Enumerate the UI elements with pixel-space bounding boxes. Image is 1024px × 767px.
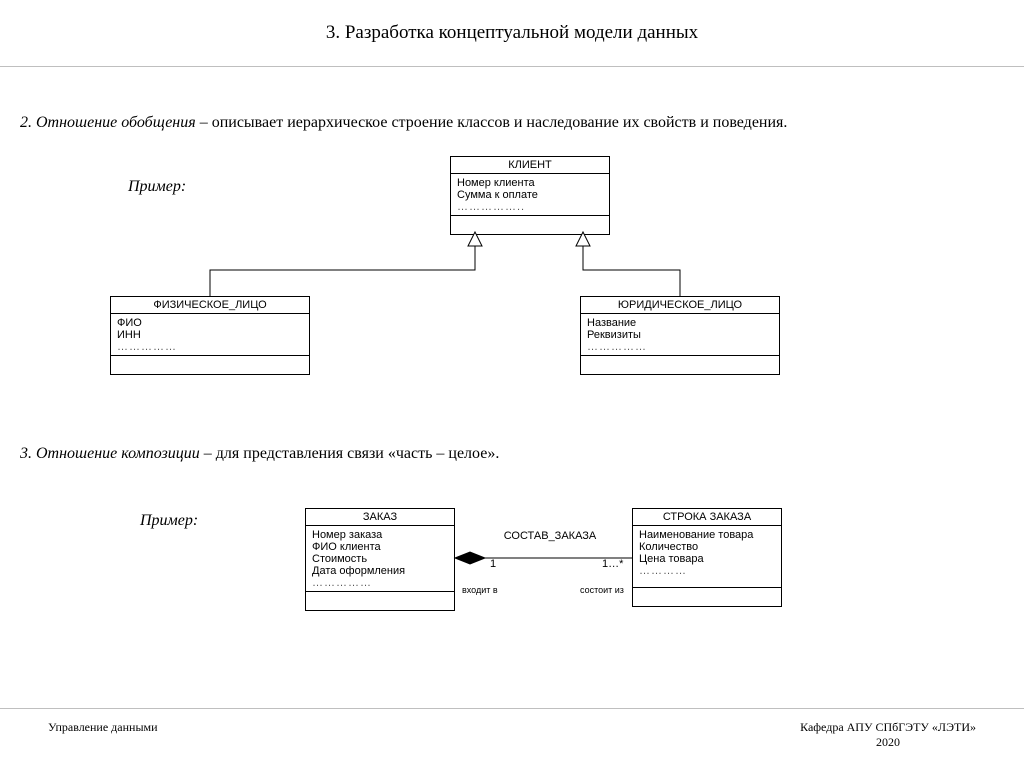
page-title: 3. Разработка концептуальной модели данн… [0,0,1024,44]
section2-rest: – описывает иерархическое строение класс… [196,114,788,131]
uml-attr: Наименование товара [639,529,775,541]
uml-dots: …………… [312,577,448,589]
example-label-1: Пример: [128,178,186,196]
uml-dots: …………….. [457,201,603,213]
example-label-2: Пример: [140,512,198,530]
uml-dots: …………… [117,341,303,353]
uml-attr: Цена товара [639,553,775,565]
uml-class-order-title: ЗАКАЗ [306,509,454,526]
uml-class-orderline: СТРОКА ЗАКАЗА Наименование товара Количе… [632,508,782,607]
uml-attr: Дата оформления [312,565,448,577]
uml-class-legal-attrs: Название Реквизиты …………… [581,314,779,356]
uml-class-client: КЛИЕНТ Номер клиента Сумма к оплате …………… [450,156,610,235]
uml-attr: Название [587,317,773,329]
uml-dots: …………… [587,341,773,353]
uml-class-physical-attrs: ФИО ИНН …………… [111,314,309,356]
uml-class-client-attrs: Номер клиента Сумма к оплате …………….. [451,174,609,216]
uml-attr: ФИО [117,317,303,329]
uml-class-physical: ФИЗИЧЕСКОЕ_ЛИЦО ФИО ИНН …………… [110,296,310,375]
footer-dept: Кафедра АПУ СПбГЭТУ «ЛЭТИ» [800,720,976,735]
uml-attr: Количество [639,541,775,553]
uml-class-order: ЗАКАЗ Номер заказа ФИО клиента Стоимость… [305,508,455,611]
uml-attr: ИНН [117,329,303,341]
uml-class-order-attrs: Номер заказа ФИО клиента Стоимость Дата … [306,526,454,592]
divider-bottom [0,708,1024,709]
footer-year: 2020 [800,735,976,750]
uml-class-client-ops [451,216,609,234]
uml-class-orderline-title: СТРОКА ЗАКАЗА [633,509,781,526]
uml-class-physical-title: ФИЗИЧЕСКОЕ_ЛИЦО [111,297,309,314]
uml-class-legal-title: ЮРИДИЧЕСКОЕ_ЛИЦО [581,297,779,314]
uml-attr: Стоимость [312,553,448,565]
section3-paragraph: 3. Отношение композиции – для представле… [20,443,1004,465]
uml-class-physical-ops [111,356,309,374]
footer-left: Управление данными [48,720,158,735]
uml-attr: Номер заказа [312,529,448,541]
multiplicity-right: 1…* [602,558,623,570]
uml-class-orderline-ops [633,588,781,606]
section2-paragraph: 2. Отношение обобщения – описывает иерар… [20,112,1004,134]
uml-attr: Номер клиента [457,177,603,189]
divider-top [0,66,1024,67]
role-left: входит в [462,585,498,595]
section3-label: 3. Отношение композиции [20,445,200,462]
role-right: состоит из [580,585,624,595]
uml-class-legal-ops [581,356,779,374]
multiplicity-left: 1 [490,558,496,570]
association-name: СОСТАВ_ЗАКАЗА [500,530,600,542]
uml-class-order-ops [306,592,454,610]
section3-rest: – для представления связи «часть – целое… [200,445,500,462]
uml-attr: Реквизиты [587,329,773,341]
uml-class-legal: ЮРИДИЧЕСКОЕ_ЛИЦО Название Реквизиты …………… [580,296,780,375]
uml-dots: ………… [639,565,775,577]
uml-class-client-title: КЛИЕНТ [451,157,609,174]
uml-attr: ФИО клиента [312,541,448,553]
footer-right: Кафедра АПУ СПбГЭТУ «ЛЭТИ» 2020 [800,720,976,750]
uml-class-orderline-attrs: Наименование товара Количество Цена това… [633,526,781,588]
section2-label: 2. Отношение обобщения [20,114,196,131]
uml-attr: Сумма к оплате [457,189,603,201]
